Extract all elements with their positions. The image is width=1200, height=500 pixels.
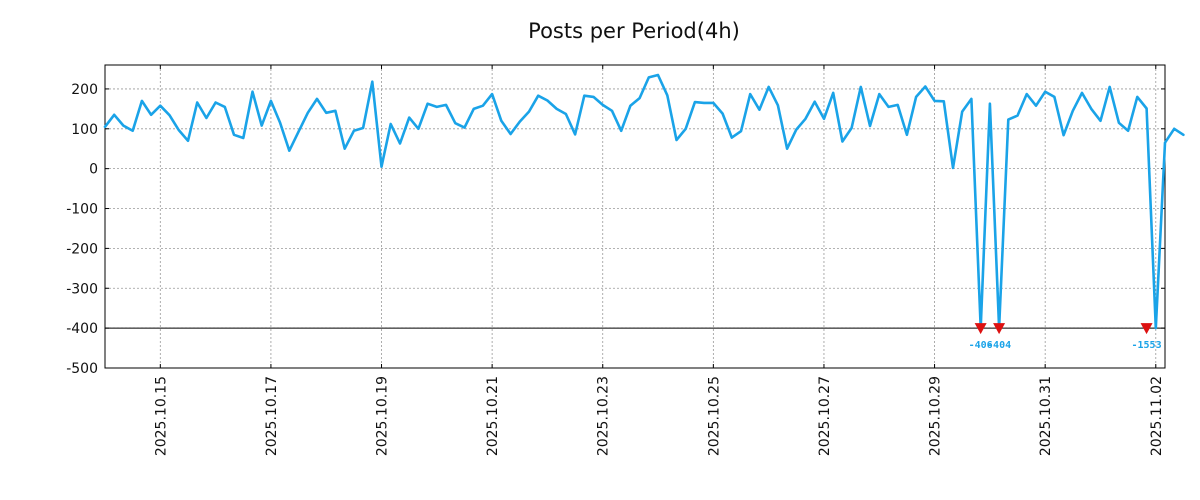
- x-axis-ticks: 2025.10.15 2025.10.17 2025.10.19 2025.10.21…: [153, 65, 1165, 456]
- clipped-markers: -406-404 -1553: [969, 323, 1162, 351]
- x-tick-label: 2025.10.23: [596, 376, 612, 456]
- x-tick-label: 2025.10.15: [153, 376, 169, 456]
- y-tick-label: -400: [66, 321, 98, 337]
- x-tick-label: 2025.10.27: [817, 376, 833, 456]
- y-tick-label: 200: [71, 82, 98, 98]
- x-tick-label: 2025.10.31: [1038, 376, 1054, 456]
- x-tick-label: 2025.11.02: [1149, 376, 1165, 456]
- clipped-point-label: -1553: [1132, 340, 1162, 351]
- plot-frame: [104, 64, 1166, 369]
- y-tick-label: 0: [89, 162, 98, 178]
- y-tick-label: -200: [66, 241, 98, 257]
- clipped-point-marker: [993, 323, 1006, 335]
- clipped-point-marker: [1140, 323, 1153, 335]
- chart-title: Posts per Period(4h): [528, 19, 740, 43]
- grid-lines: [105, 65, 1165, 369]
- series-line: [103, 73, 1185, 330]
- y-tick-label: -100: [66, 202, 98, 218]
- y-tick-label: 100: [71, 122, 98, 138]
- y-tick-label: -300: [66, 281, 98, 297]
- series-layer: [103, 73, 1185, 330]
- x-tick-label: 2025.10.25: [706, 376, 722, 456]
- clipped-point-label: -406: [969, 340, 993, 351]
- x-tick-label: 2025.10.17: [264, 376, 280, 456]
- clipped-point-marker: [974, 323, 987, 335]
- x-tick-label: 2025.10.29: [928, 376, 944, 456]
- x-tick-label: 2025.10.21: [485, 376, 501, 456]
- clipped-point-label: -404: [987, 340, 1011, 351]
- y-axis-ticks: 200 100 0 -100 -200 -300 -400 -500: [66, 82, 1165, 377]
- y-tick-label: -500: [66, 361, 98, 377]
- x-tick-label: 2025.10.19: [375, 376, 391, 456]
